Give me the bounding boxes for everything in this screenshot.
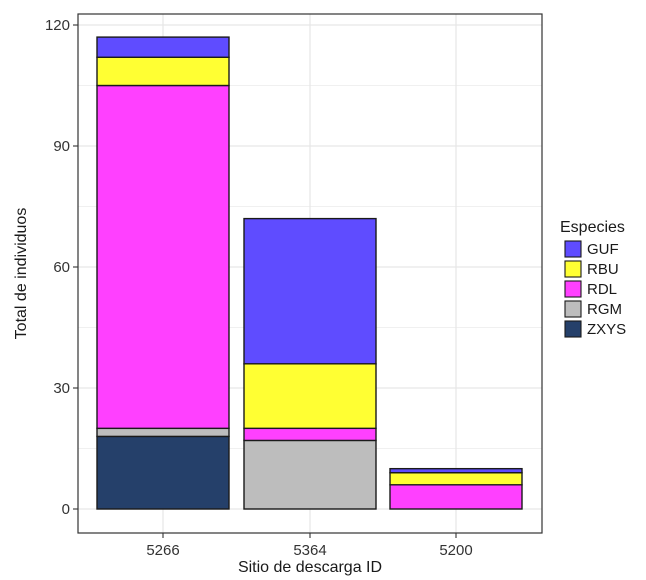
bar-segment-5200-guf [389,467,523,474]
y-tick-label: 0 [62,501,70,518]
legend-key-rdl [564,280,582,298]
bar-segment-5364-rgm [243,439,377,510]
legend-title: Especies [560,219,625,236]
x-tick-label: 5364 [293,542,326,559]
x-tick-label: 5266 [146,542,179,559]
bar-layer [96,36,523,510]
bar-segment-5364-guf [243,217,377,365]
y-tick-label: 90 [53,138,70,155]
bar-segment-5200-rbu [389,472,523,486]
y-tick-label: 120 [45,17,70,34]
legend-label-rbu: RBU [587,261,619,278]
legend-key-zxys [564,320,582,338]
bar-segment-5266-zxys [96,435,230,510]
bar-segment-5266-guf [96,36,230,58]
bar-segment-5364-rdl [243,427,377,442]
y-tick-label: 30 [53,380,70,397]
legend-label-guf: GUF [587,241,619,258]
legend-label-rgm: RGM [587,301,622,318]
bar-segment-5266-rbu [96,56,230,87]
bar-segment-5266-rdl [96,84,230,430]
axis-layer: 0 30 60 90 120 5266 5364 5200 [45,17,473,559]
y-axis-title: Total de individuos [13,208,30,340]
legend-key-rbu [564,260,582,278]
bar-segment-5200-rdl [389,484,523,510]
legend-label-rdl: RDL [587,281,617,298]
x-tick-label: 5200 [439,542,472,559]
y-tick-label: 60 [53,259,70,276]
bar-segment-5266-rgm [96,427,230,438]
legend-key-guf [564,240,582,258]
x-axis-title: Sitio de descarga ID [238,559,382,576]
legend-key-rgm [564,300,582,318]
legend: Especies GUF RBU RDL RGM ZXYS [560,219,626,338]
bar-segment-5364-rbu [243,363,377,430]
legend-label-zxys: ZXYS [587,321,626,338]
